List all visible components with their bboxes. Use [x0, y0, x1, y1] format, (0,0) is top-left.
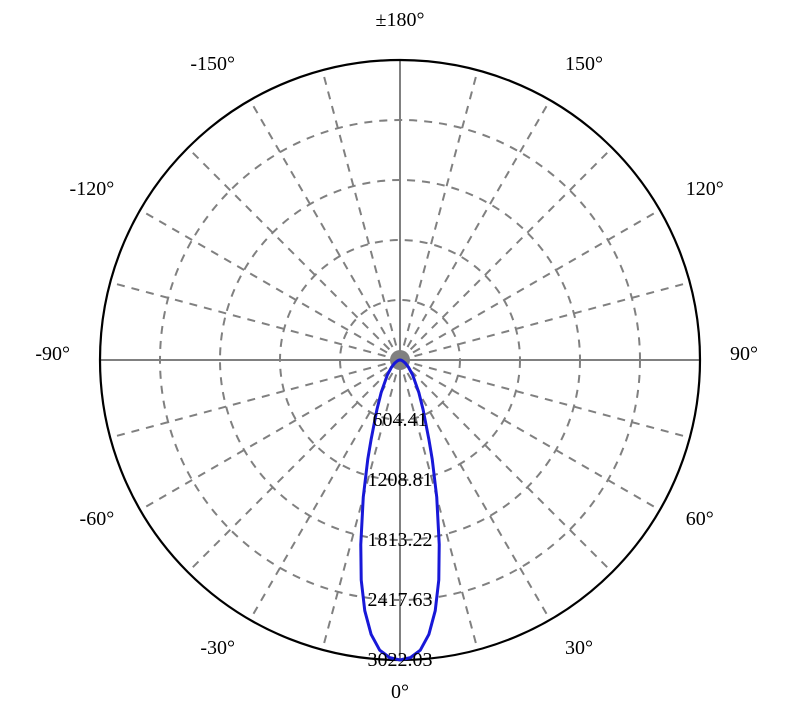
- angle-label: 0°: [391, 681, 409, 703]
- ring-label: 604.41: [373, 409, 428, 431]
- angle-label: 60°: [686, 508, 714, 530]
- angle-label: 120°: [686, 178, 724, 200]
- ring-label: 1208.81: [368, 469, 433, 491]
- angle-label: -60°: [80, 508, 115, 530]
- angle-label: -30°: [200, 637, 235, 659]
- polar-chart: 604.41 1208.81 1813.22 2417.63 3022.03 0° 30° 6…: [0, 0, 799, 721]
- angle-label: -120°: [70, 178, 115, 200]
- angle-label: 30°: [565, 637, 593, 659]
- ring-label: 1813.22: [368, 529, 433, 551]
- angle-label: -90°: [35, 343, 70, 365]
- ring-label: 2417.63: [368, 589, 433, 611]
- angle-label: 90°: [730, 343, 758, 365]
- angle-label: -150°: [190, 53, 235, 75]
- angle-label: 150°: [565, 53, 603, 75]
- angle-label: ±180°: [376, 9, 425, 31]
- ring-label: 3022.03: [368, 649, 433, 671]
